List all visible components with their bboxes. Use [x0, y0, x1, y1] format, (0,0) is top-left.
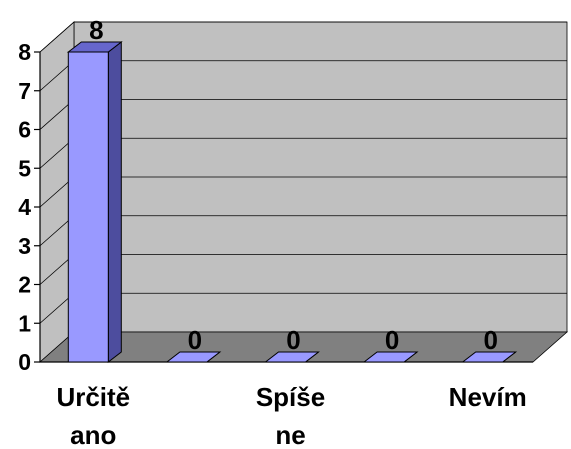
y-tick-label: 2: [18, 272, 31, 298]
bars: [66, 40, 518, 364]
bar-top: [66, 41, 123, 53]
data-label: 0: [188, 325, 202, 355]
y-axis: 0 1 2 3 4 5 6 7 8: [18, 39, 533, 375]
data-label: 0: [483, 325, 497, 355]
data-labels: 8 0 0 0 0: [89, 15, 498, 355]
bar-top: [264, 351, 320, 363]
x-tick-label: Nevím: [449, 382, 527, 412]
y-tick-label: 3: [18, 233, 31, 259]
bar-top: [362, 351, 419, 363]
x-tick-label: Spíše: [256, 382, 325, 412]
x-axis-labels: Určitě ano Spíše ne Nevím: [56, 382, 526, 449]
data-label: 0: [286, 325, 300, 355]
y-tick-label: 7: [18, 78, 31, 104]
y-tick-label: 5: [18, 155, 31, 181]
data-label: 8: [89, 15, 103, 45]
data-label: 0: [385, 325, 399, 355]
y-tick-label: 8: [18, 39, 31, 65]
bar-side: [107, 40, 122, 364]
x-tick-label: Určitě: [56, 382, 130, 412]
gridline: [39, 21, 567, 53]
y-tick-label: 1: [18, 310, 31, 336]
x-tick-label: ne: [275, 420, 305, 449]
x-tick-label: ano: [70, 420, 116, 449]
bar-top: [165, 351, 222, 363]
y-tick-label: 4: [18, 194, 31, 220]
bar-top: [461, 351, 518, 363]
y-tick-label: 6: [18, 117, 31, 143]
bar: [67, 51, 109, 363]
y-tick-label: 0: [18, 349, 31, 375]
